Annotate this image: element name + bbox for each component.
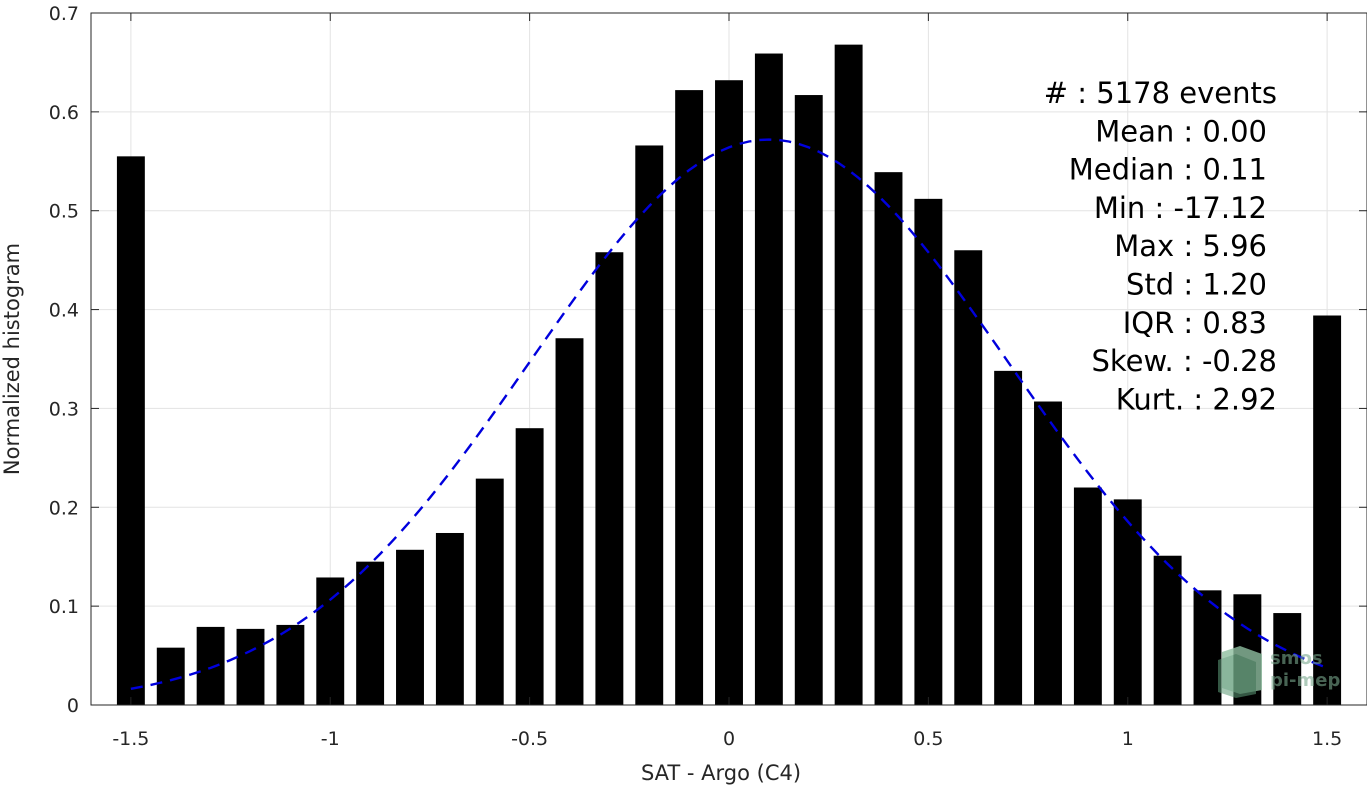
histogram-bar bbox=[515, 428, 544, 705]
histogram-bar bbox=[196, 626, 225, 705]
stats-line: Skew. : -0.28 bbox=[1091, 344, 1277, 378]
gaussian-fit-curve bbox=[130, 138, 1328, 691]
stats-line: Min : -17.12 bbox=[1094, 191, 1267, 225]
stats-line: Mean : 0.00 bbox=[1095, 114, 1267, 148]
logo-text-pimep: pi-mep bbox=[1270, 670, 1340, 691]
histogram-bar bbox=[794, 95, 823, 705]
histogram-bar bbox=[1034, 401, 1062, 705]
histogram-bar bbox=[1193, 590, 1222, 705]
x-tick-label: -1.5 bbox=[112, 728, 149, 750]
stats-line: Kurt. : 2.92 bbox=[1116, 382, 1277, 416]
x-tick-label: 0 bbox=[723, 728, 735, 750]
y-tick-label: 0 bbox=[67, 695, 79, 717]
histogram-bar bbox=[475, 478, 504, 705]
histogram-bar bbox=[754, 53, 783, 705]
histogram-bar bbox=[316, 577, 345, 705]
histogram-bar bbox=[834, 44, 863, 706]
y-tick-label: 0.6 bbox=[49, 102, 79, 124]
y-axis-ticks: 0 0.1 0.2 0.3 0.4 0.5 0.6 0.7 bbox=[49, 3, 1367, 717]
y-tick-label: 0.3 bbox=[49, 398, 79, 420]
histogram-bar bbox=[715, 80, 743, 706]
stats-line: # : 5178 events bbox=[1044, 76, 1277, 110]
smos-pimep-logo: smos pi-mep bbox=[1218, 646, 1340, 698]
x-tick-label: 1 bbox=[1122, 728, 1134, 750]
histogram-bar bbox=[396, 549, 424, 705]
stats-box: # : 5178 events Mean : 0.00 Median : 0.11 M… bbox=[1044, 76, 1277, 416]
stats-line: Std : 1.20 bbox=[1126, 268, 1267, 302]
logo-mark-shadow-icon bbox=[1218, 654, 1256, 698]
stats-line: Max : 5.96 bbox=[1114, 229, 1267, 263]
y-axis-label: Normalized histogram bbox=[0, 243, 24, 475]
histogram-bar bbox=[954, 250, 983, 705]
y-tick-label: 0.7 bbox=[49, 3, 79, 25]
histogram-bar bbox=[1113, 499, 1142, 705]
histogram-bar bbox=[356, 561, 385, 705]
histogram-bar bbox=[675, 90, 704, 705]
x-tick-label: -1 bbox=[321, 728, 340, 750]
histogram-bar bbox=[874, 172, 903, 705]
histogram-bar bbox=[116, 156, 145, 706]
histogram-bar bbox=[276, 624, 305, 705]
histogram-bar bbox=[555, 338, 584, 705]
stats-line: Median : 0.11 bbox=[1069, 153, 1267, 187]
y-tick-label: 0.1 bbox=[49, 596, 79, 618]
histogram-bar bbox=[435, 532, 464, 705]
histogram-bar bbox=[1273, 613, 1302, 705]
y-tick-label: 0.2 bbox=[49, 497, 79, 519]
histogram-bar bbox=[635, 145, 664, 705]
bars-group bbox=[116, 44, 1342, 706]
logo-text-smos: smos bbox=[1270, 648, 1323, 669]
histogram-bar bbox=[156, 647, 185, 705]
stats-line: IQR : 0.83 bbox=[1123, 306, 1267, 340]
x-axis-label: SAT - Argo (C4) bbox=[641, 761, 801, 785]
histogram-bar bbox=[1073, 487, 1102, 705]
x-tick-label: 0.5 bbox=[913, 728, 943, 750]
histogram-bar bbox=[914, 198, 943, 705]
histogram-bar bbox=[994, 370, 1023, 705]
y-tick-label: 0.4 bbox=[49, 300, 79, 322]
histogram-bar bbox=[1313, 315, 1342, 705]
histogram-bar bbox=[236, 628, 265, 705]
x-tick-label: -0.5 bbox=[511, 728, 548, 750]
histogram-bar bbox=[595, 252, 624, 705]
x-axis-ticks: -1.5 -1 -0.5 0 0.5 1 1.5 bbox=[112, 13, 1342, 750]
fit-curve-group bbox=[130, 138, 1328, 691]
histogram-bar bbox=[1153, 555, 1182, 705]
y-tick-label: 0.5 bbox=[49, 201, 79, 223]
x-tick-label: 1.5 bbox=[1312, 728, 1342, 750]
